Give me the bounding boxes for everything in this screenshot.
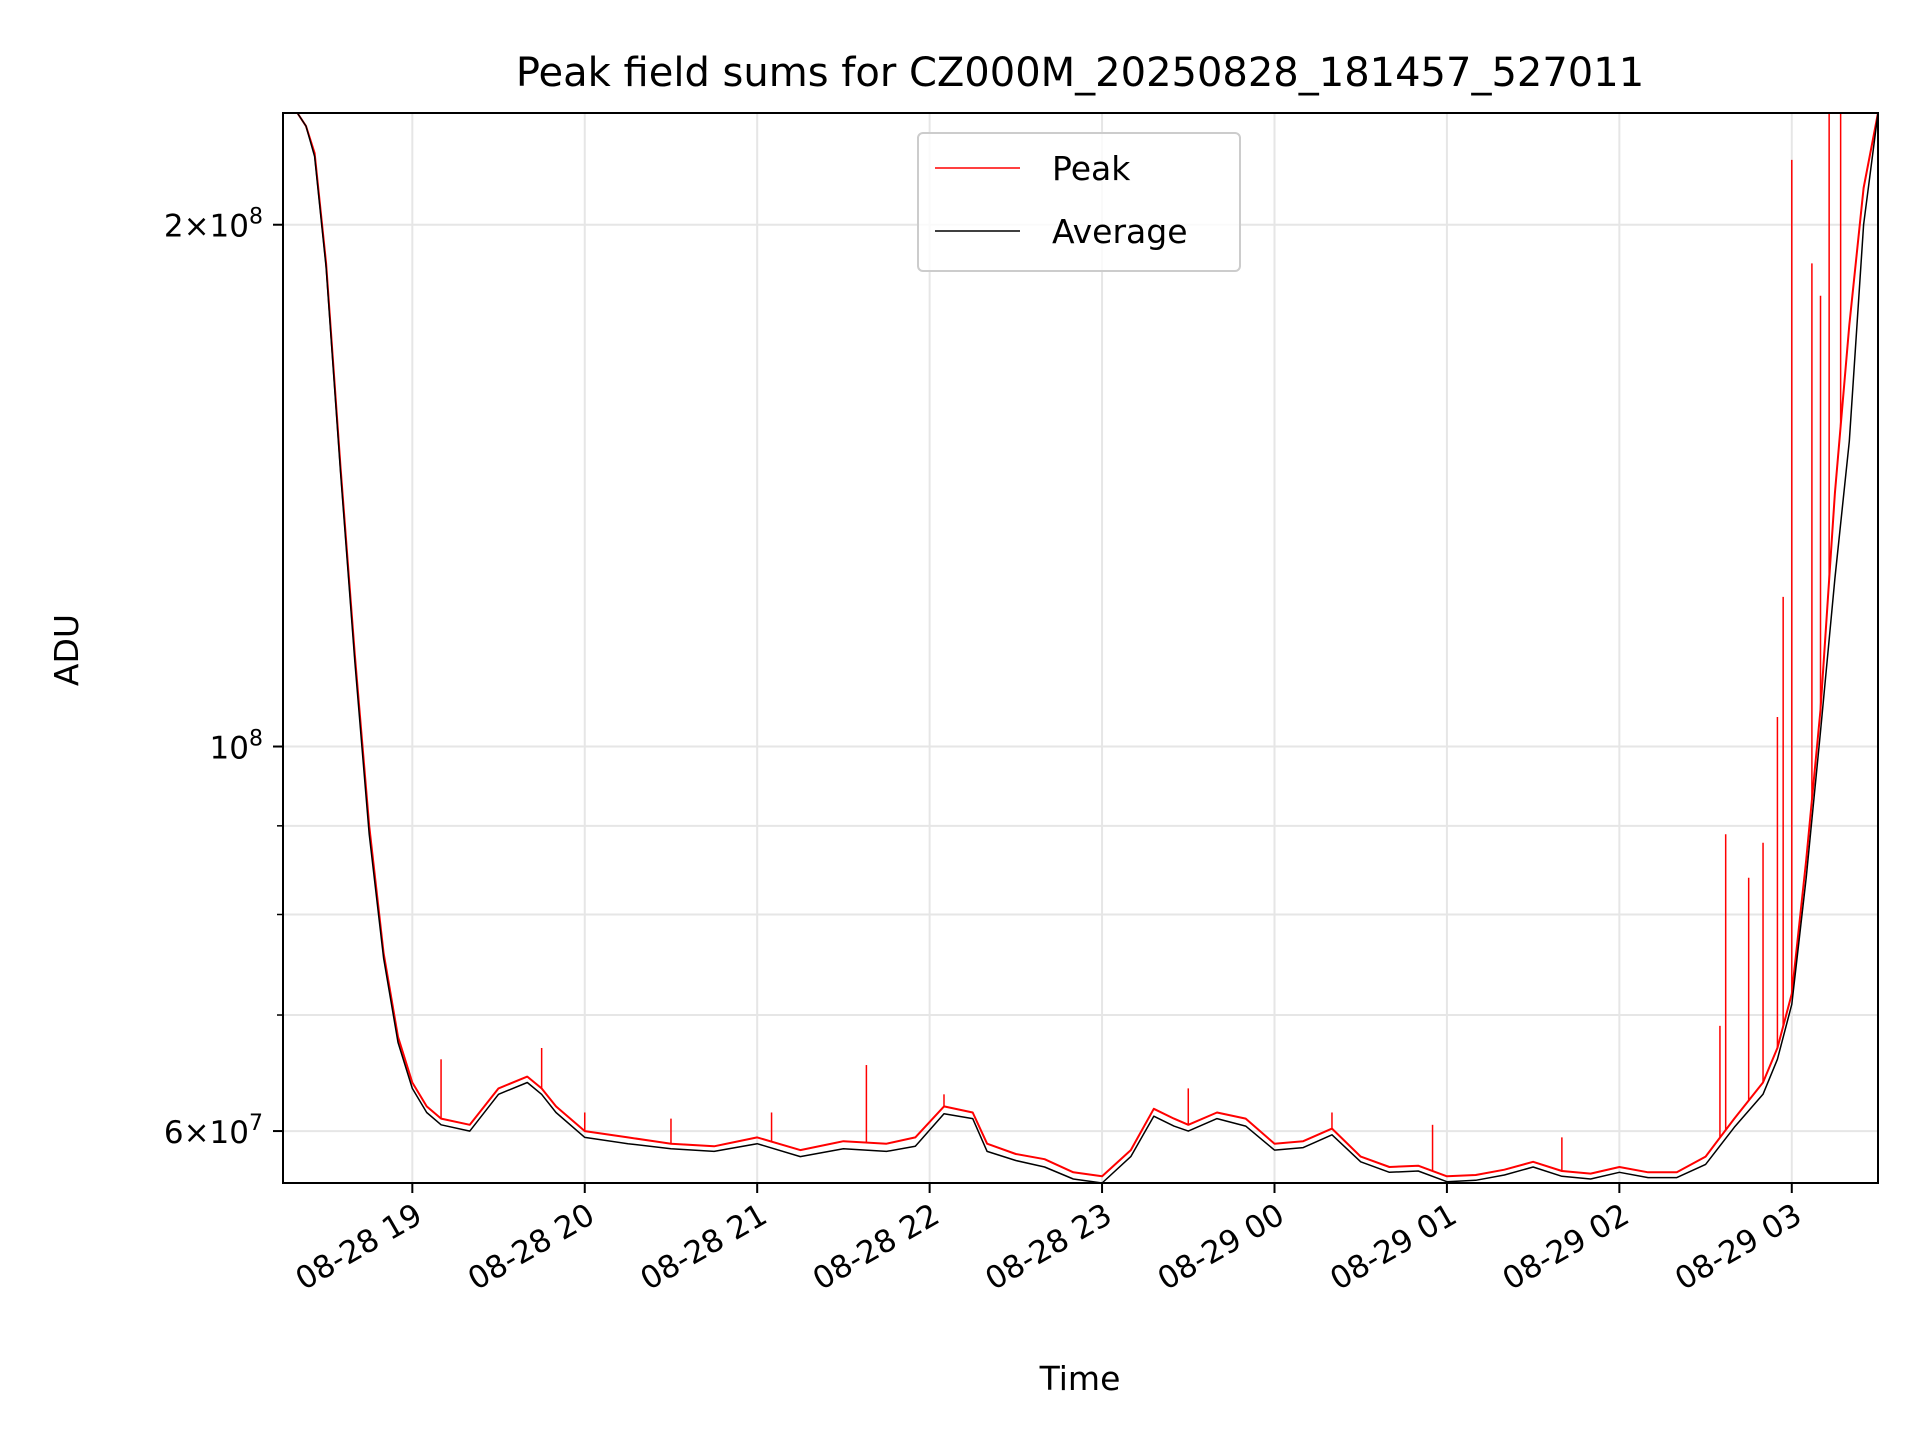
x-axis: 08-28 19 08-28 20 08-28 21 08-28 22 08-28 23… <box>290 1183 1808 1298</box>
series-line-peak <box>283 112 1879 1178</box>
x-axis-label: Time <box>1039 1359 1121 1398</box>
y-tick-label: 6×107 <box>164 1111 263 1151</box>
x-tick-label: 08-29 01 <box>1324 1197 1463 1298</box>
y-axis: 6×107 108 2×108 <box>164 205 283 1151</box>
y-tick-label: 2×108 <box>164 205 263 245</box>
x-tick-label: 08-29 00 <box>1152 1197 1291 1298</box>
chart-title: Peak field sums for CZ000M_20250828_1814… <box>516 50 1644 96</box>
x-tick-label: 08-28 21 <box>634 1197 773 1298</box>
legend: Peak Average <box>917 132 1241 272</box>
legend-label-peak: Peak <box>1052 149 1131 188</box>
x-tick-label: 08-29 02 <box>1497 1197 1636 1298</box>
x-tick-label: 08-28 22 <box>807 1197 946 1298</box>
plot-area <box>283 112 1879 1184</box>
x-tick-label: 08-28 23 <box>979 1197 1118 1298</box>
y-axis-label: ADU <box>47 614 86 686</box>
legend-label-average: Average <box>1052 212 1188 251</box>
x-tick-label: 08-28 20 <box>462 1197 601 1298</box>
x-tick-label: 08-29 03 <box>1669 1197 1808 1298</box>
x-tick-label: 08-28 19 <box>290 1197 429 1298</box>
y-tick-label: 108 <box>210 727 263 767</box>
plot-frame <box>282 112 1879 1184</box>
series-line-average <box>283 112 1879 1184</box>
grid <box>283 113 1878 1183</box>
